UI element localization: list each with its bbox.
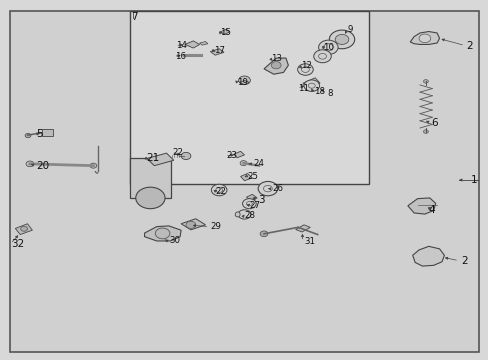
- Bar: [42, 129, 53, 136]
- Circle shape: [334, 35, 348, 44]
- Text: 19: 19: [236, 78, 247, 87]
- Circle shape: [242, 199, 256, 209]
- Circle shape: [26, 161, 34, 167]
- Circle shape: [418, 34, 430, 42]
- Circle shape: [20, 226, 27, 231]
- Text: 13: 13: [271, 54, 282, 63]
- Circle shape: [238, 76, 250, 85]
- Circle shape: [25, 134, 31, 138]
- Text: 25: 25: [246, 172, 257, 181]
- Polygon shape: [184, 41, 199, 48]
- Text: 24: 24: [253, 159, 264, 168]
- Text: 28: 28: [244, 211, 255, 220]
- Bar: [130, 12, 368, 184]
- Ellipse shape: [235, 212, 240, 217]
- Circle shape: [136, 187, 164, 209]
- Text: 15: 15: [220, 28, 231, 37]
- Text: 31: 31: [304, 237, 314, 246]
- Text: 4: 4: [428, 206, 434, 216]
- Text: 2: 2: [460, 256, 467, 266]
- Polygon shape: [246, 194, 257, 201]
- Text: 29: 29: [210, 222, 221, 231]
- Polygon shape: [295, 225, 310, 232]
- Polygon shape: [144, 226, 181, 241]
- Circle shape: [423, 80, 427, 83]
- Text: 17: 17: [213, 46, 224, 55]
- Text: 2: 2: [466, 41, 472, 50]
- Text: 22: 22: [172, 148, 183, 157]
- Text: 26: 26: [272, 184, 283, 193]
- Circle shape: [258, 181, 277, 196]
- Polygon shape: [181, 219, 205, 230]
- Text: 16: 16: [174, 52, 185, 61]
- Circle shape: [423, 130, 427, 134]
- Polygon shape: [409, 32, 439, 44]
- Circle shape: [238, 210, 250, 219]
- Circle shape: [318, 40, 337, 54]
- Text: 3: 3: [258, 195, 264, 205]
- Polygon shape: [15, 224, 32, 234]
- Circle shape: [271, 62, 281, 69]
- Text: 18: 18: [314, 86, 325, 95]
- Text: 20: 20: [36, 161, 49, 171]
- Polygon shape: [264, 58, 288, 74]
- Circle shape: [297, 64, 313, 75]
- Circle shape: [240, 161, 246, 166]
- Polygon shape: [199, 41, 207, 45]
- Circle shape: [185, 221, 195, 228]
- Circle shape: [304, 80, 319, 91]
- Polygon shape: [239, 80, 249, 85]
- Text: 11: 11: [298, 84, 308, 93]
- Circle shape: [211, 184, 226, 196]
- Text: 21: 21: [146, 153, 159, 163]
- Polygon shape: [233, 151, 244, 158]
- Text: 6: 6: [430, 118, 436, 128]
- Polygon shape: [412, 246, 444, 266]
- Polygon shape: [240, 174, 252, 181]
- Text: 1: 1: [470, 175, 477, 185]
- Text: 32: 32: [11, 239, 24, 249]
- Text: 7: 7: [131, 12, 137, 22]
- Circle shape: [313, 50, 330, 63]
- Polygon shape: [147, 153, 173, 166]
- Circle shape: [329, 30, 354, 49]
- Text: 23: 23: [225, 151, 237, 160]
- Circle shape: [181, 152, 190, 159]
- Text: 5: 5: [36, 129, 42, 139]
- Text: 14: 14: [176, 41, 187, 50]
- Text: 10: 10: [322, 43, 333, 52]
- Circle shape: [260, 231, 267, 237]
- Polygon shape: [407, 198, 435, 214]
- Text: 27: 27: [249, 201, 260, 210]
- Circle shape: [90, 163, 97, 168]
- Text: 9: 9: [347, 25, 352, 34]
- Text: 12: 12: [300, 61, 311, 70]
- Polygon shape: [303, 78, 320, 89]
- Text: 22: 22: [215, 187, 226, 196]
- Text: 8: 8: [327, 89, 332, 98]
- Circle shape: [155, 228, 169, 239]
- Polygon shape: [210, 49, 224, 55]
- Bar: [130, 158, 171, 198]
- Text: 30: 30: [168, 237, 180, 246]
- Polygon shape: [220, 30, 229, 35]
